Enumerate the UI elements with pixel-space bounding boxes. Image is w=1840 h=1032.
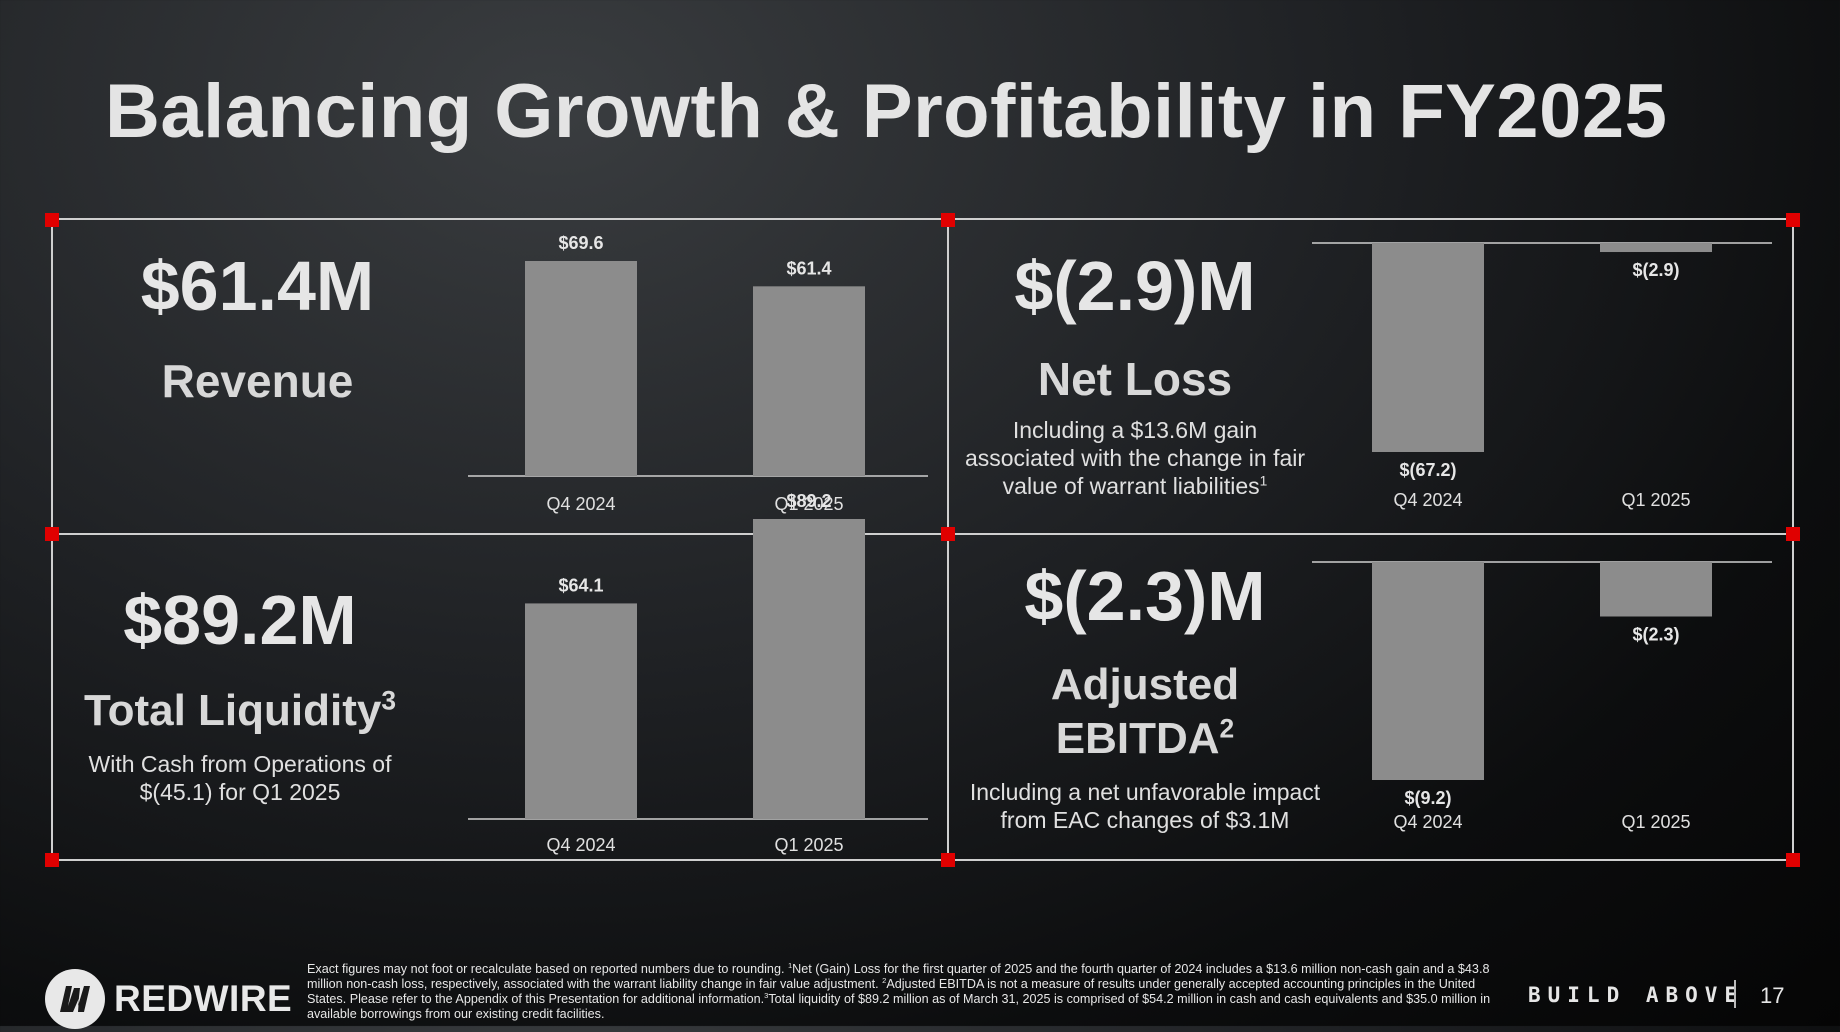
footnote: Exact figures may not foot or recalculat… (307, 962, 1502, 1022)
ebitda-label: Adjusted EBITDA2 (960, 658, 1330, 766)
chart-bar (525, 261, 637, 476)
chart-data-label: $64.1 (558, 575, 603, 595)
chart-bar (753, 519, 865, 819)
corner-marker (1786, 213, 1800, 227)
corner-marker (941, 213, 955, 227)
frame-bottom (51, 859, 1793, 861)
liquidity-chart: $64.1Q4 2024$89.2Q1 2025 (468, 491, 928, 855)
chart-bar (1600, 562, 1712, 617)
footnote-text-1: Exact figures may not foot or recalculat… (307, 962, 788, 976)
net-loss-label: Net Loss (1037, 353, 1233, 405)
revenue-value: $61.4M (140, 247, 375, 325)
liquidity-label: Total Liquidity3 (55, 686, 425, 736)
ebitda-label-line1: Adjusted (1050, 660, 1240, 709)
liquidity-description: With Cash from Operations of $(45.1) for… (88, 751, 392, 805)
footnote-text-2: Net (Gain) Loss for the first quarter of… (307, 962, 1490, 991)
footnote-ref: 2 (882, 975, 887, 985)
redwire-logo: REDWIRE (42, 966, 292, 1032)
page-title: Balancing Growth & Profitability in FY20… (105, 69, 1668, 154)
footnote-text-3: Adjusted EBITDA is not a measure of resu… (307, 977, 1476, 1006)
revenue-chart: $69.6 Q4 2024 $61.4 Q1 2025 (468, 233, 928, 514)
chart-data-label: $(2.3) (1632, 625, 1679, 645)
chart-category-label: Q1 2025 (1621, 490, 1690, 510)
chart-data-label: $61.4 (786, 258, 831, 278)
footnote-ref: 1 (787, 960, 793, 970)
chart-data-label: $(67.2) (1399, 460, 1456, 480)
chart-category-label: Q4 2024 (546, 494, 615, 514)
ebitda-description: Including a net unfavorable impact from … (969, 779, 1321, 833)
corner-marker (45, 213, 59, 227)
chart-category-label: Q1 2025 (774, 494, 843, 514)
corner-marker (1786, 527, 1800, 541)
brand-name: REDWIRE (114, 978, 293, 1019)
liquidity-label-text: Total Liquidity (83, 686, 382, 735)
net-loss-chart: $(67.2) Q4 2024 $(2.9) Q1 2025 (1312, 242, 1772, 510)
net-loss-description: Including a $13.6M gain associated with … (955, 416, 1315, 500)
corner-marker (45, 527, 59, 541)
chart-data-label: $(9.2) (1404, 788, 1451, 808)
chart-category-label: Q4 2024 (546, 835, 615, 855)
divider (1734, 980, 1736, 1008)
chart-data-label: $69.6 (558, 233, 603, 253)
footnote-ref: 1 (1259, 473, 1268, 489)
frame-top (51, 218, 1793, 220)
liquidity-value: $89.2M (123, 581, 357, 659)
footnote-ref: 3 (764, 990, 769, 1000)
chart-category-label: Q1 2025 (1621, 812, 1690, 832)
tagline: BUILD ABOVE (1528, 983, 1745, 1007)
chart-bar (1600, 243, 1712, 253)
net-loss-description-text: Including a $13.6M gain associated with … (964, 417, 1306, 499)
page-number: 17 (1760, 983, 1785, 1008)
net-loss-value: $(2.9)M (1014, 247, 1256, 325)
chart-bar (1372, 562, 1484, 780)
chart-category-label: Q1 2025 (774, 835, 843, 855)
ebitda-label-line2-wrap: EBITDA2 (960, 712, 1330, 766)
corner-marker (1786, 853, 1800, 867)
corner-marker (45, 853, 59, 867)
footnote-text-4: Total liquidity of $89.2 million as of M… (307, 992, 1491, 1021)
chart-bar (1372, 243, 1484, 452)
corner-marker (941, 527, 955, 541)
footnote-ref: 2 (1219, 713, 1235, 744)
ebitda-label-line2: EBITDA (1055, 714, 1220, 763)
chart-bar (525, 603, 637, 819)
revenue-label: Revenue (161, 355, 354, 407)
chart-category-label: Q4 2024 (1393, 490, 1462, 510)
chart-data-label: $(2.9) (1632, 260, 1679, 280)
corner-marker (941, 853, 955, 867)
footnote-ref: 3 (381, 685, 397, 716)
chart-category-label: Q4 2024 (1393, 812, 1462, 832)
redwire-logo-icon (45, 969, 105, 1029)
frame-middle (51, 533, 1793, 535)
ebitda-chart: $(9.2) Q4 2024 $(2.3) Q1 2025 (1312, 561, 1772, 832)
ebitda-value: $(2.3)M (1024, 557, 1266, 635)
chart-bar (753, 286, 865, 476)
chart-data-label: $89.2 (786, 491, 831, 511)
